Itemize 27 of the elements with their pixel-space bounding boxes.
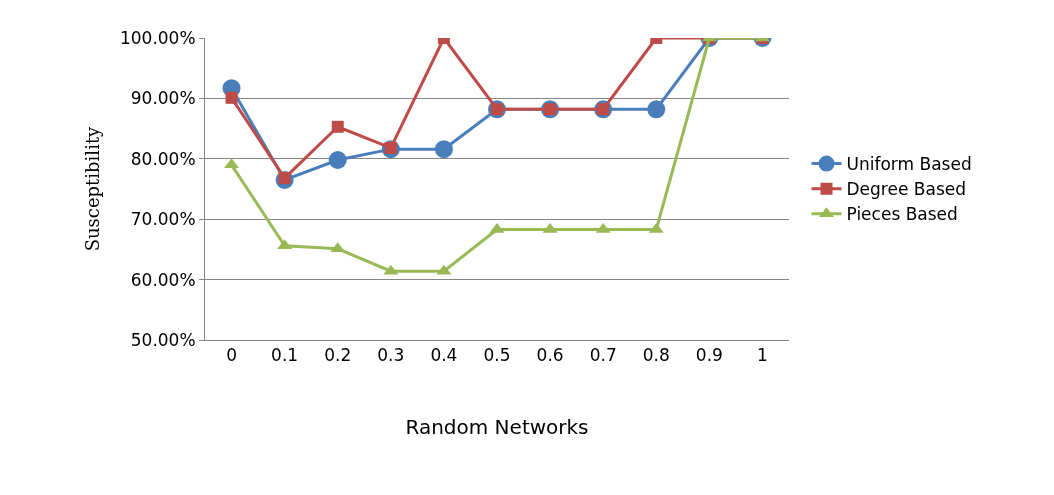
point <box>331 120 344 133</box>
legend-label: Pieces Based <box>846 204 958 225</box>
x-tick-label: 0.9 <box>695 345 723 366</box>
y-tick-label: 90.00% <box>130 88 196 109</box>
x-tick-label: 0.3 <box>377 345 405 366</box>
x-tick-label: 1 <box>757 345 768 366</box>
x-tick-label: 0.1 <box>271 345 299 366</box>
legend-label: Uniform Based <box>846 154 972 175</box>
point <box>328 151 347 169</box>
point <box>434 140 453 159</box>
x-tick-label: 0.4 <box>430 345 458 366</box>
x-tick-label: 0.2 <box>324 345 352 366</box>
x-tick-label: 0.6 <box>536 345 564 366</box>
legend-label: Degree Based <box>846 179 966 200</box>
x-tick-label: 0.5 <box>483 345 511 366</box>
point <box>647 100 666 119</box>
x-tick-label: 0 <box>226 345 237 366</box>
y-tick-label: 50.00% <box>130 329 196 350</box>
point <box>225 91 238 104</box>
x-axis-title: Random Networks <box>405 414 589 439</box>
y-tick-label: 70.00% <box>130 209 196 230</box>
y-tick-label: 100.00% <box>119 27 196 48</box>
y-axis-title: Susceptibility <box>82 125 104 252</box>
x-tick-label: 0.7 <box>589 345 617 366</box>
y-tick-label: 60.00% <box>130 269 196 290</box>
x-tick-label: 0.8 <box>642 345 670 366</box>
y-tick-label: 80.00% <box>130 148 196 169</box>
